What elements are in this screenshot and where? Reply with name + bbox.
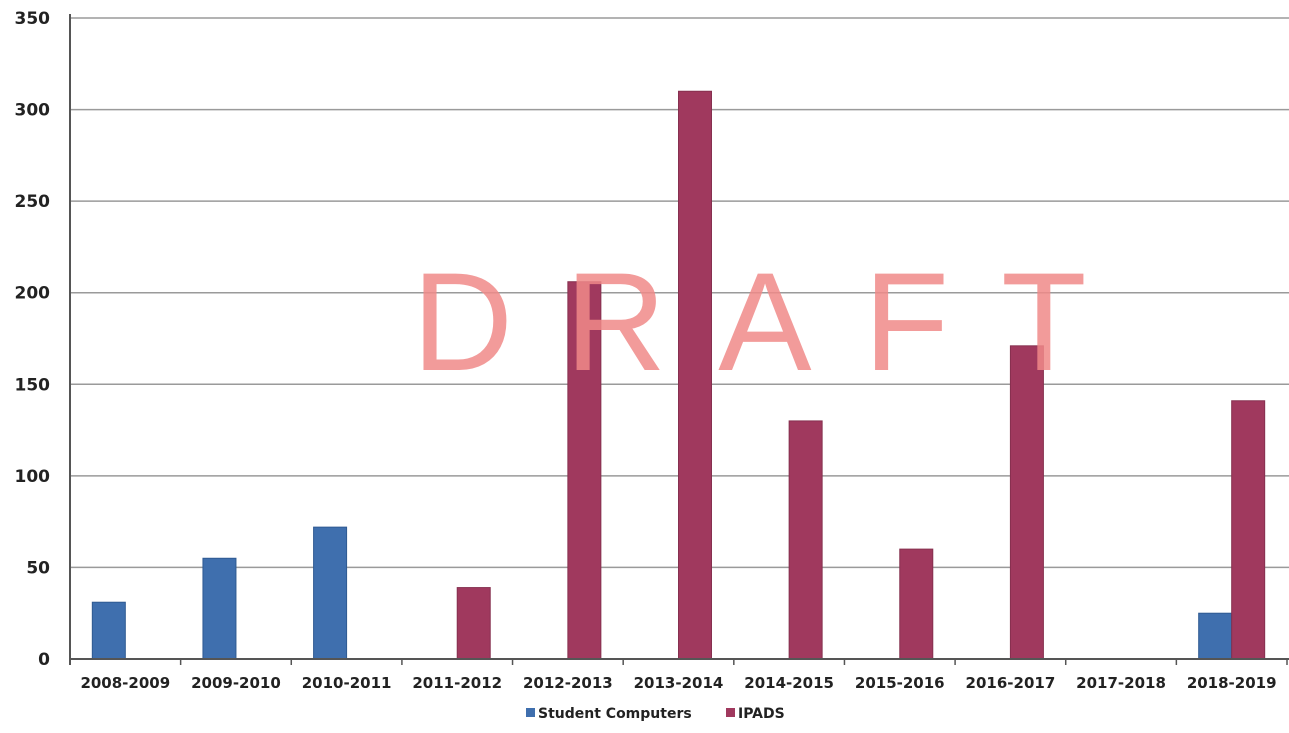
bar-ipads <box>1231 400 1266 660</box>
y-tick-label: 0 <box>38 650 50 670</box>
bar-ipads <box>456 587 491 660</box>
bar-student-computers <box>1198 612 1233 660</box>
y-tick-label: 300 <box>15 101 51 121</box>
x-tick-label: 2009-2010 <box>191 674 281 692</box>
x-tick-label: 2015-2016 <box>855 674 945 692</box>
x-tick-labels: 2008-2009 2009-2010 2010-2011 2011-2012 2012… <box>80 674 1276 692</box>
y-tick-label: 50 <box>26 558 50 578</box>
watermark-text: DRAFT <box>412 243 1139 400</box>
y-tick-label: 150 <box>15 375 51 395</box>
legend-label: IPADS <box>738 706 785 722</box>
bar-ipads <box>1009 345 1044 660</box>
y-tick-labels: 0 50 100 150 200 250 300 350 <box>15 9 51 670</box>
y-tick-label: 200 <box>15 284 51 304</box>
x-tick-label: 2014-2015 <box>744 674 834 692</box>
axes <box>69 14 1289 665</box>
x-tick-label: 2010-2011 <box>302 674 392 692</box>
y-tick-label: 350 <box>15 9 51 29</box>
y-tick-label: 250 <box>15 192 51 212</box>
x-tick-label: 2018-2019 <box>1187 674 1277 692</box>
x-tick-label: 2011-2012 <box>412 674 502 692</box>
legend: Student Computers IPADS <box>526 706 785 722</box>
y-tick-label: 100 <box>15 467 51 487</box>
bar-student-computers <box>313 526 348 660</box>
x-tick-label: 2017-2018 <box>1076 674 1166 692</box>
bar-student-computers <box>202 557 237 660</box>
bar-ipads <box>899 548 934 660</box>
legend-swatch <box>726 708 735 717</box>
x-tick-label: 2016-2017 <box>966 674 1056 692</box>
x-tick-label: 2012-2013 <box>523 674 613 692</box>
x-tick-label: 2008-2009 <box>80 674 170 692</box>
x-tick-label: 2013-2014 <box>634 674 724 692</box>
legend-swatch <box>526 708 535 717</box>
bar-student-computers <box>91 601 126 660</box>
legend-label: Student Computers <box>538 706 692 722</box>
draft-watermark: DRAFT <box>412 243 1139 400</box>
bar-ipads <box>788 420 823 660</box>
